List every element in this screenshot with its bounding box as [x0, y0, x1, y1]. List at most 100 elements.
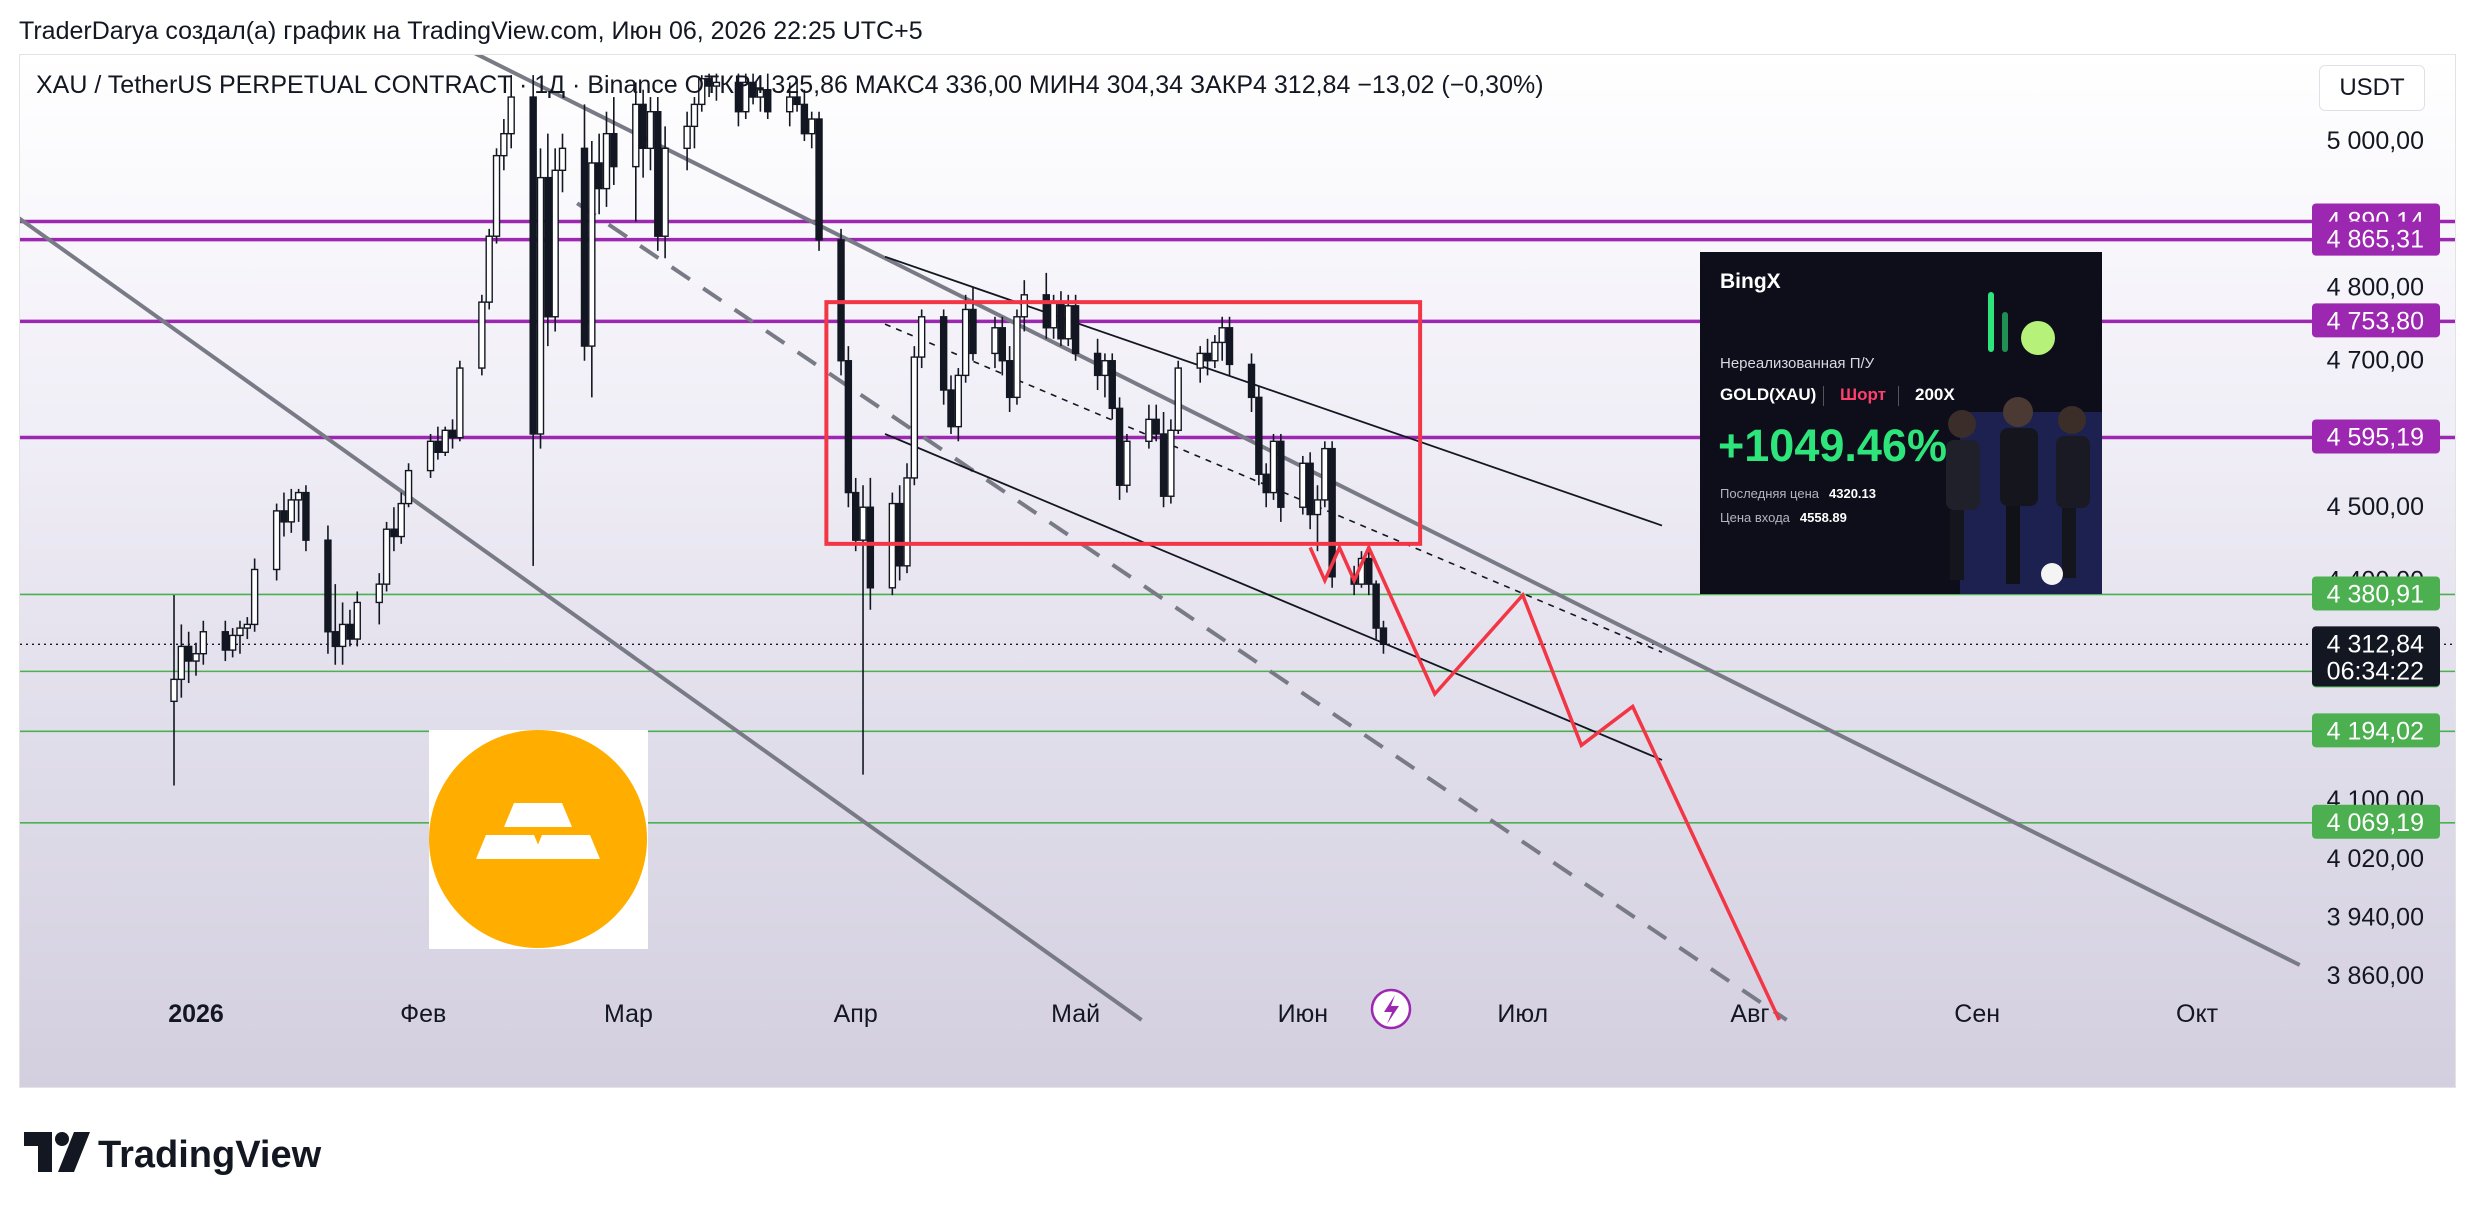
candle[interactable]	[544, 133, 552, 347]
candle[interactable]	[683, 111, 691, 171]
candle[interactable]	[895, 485, 904, 581]
candle[interactable]	[639, 89, 647, 178]
candle[interactable]	[184, 631, 193, 684]
candle[interactable]	[1372, 580, 1380, 640]
candle[interactable]	[939, 309, 948, 405]
candle[interactable]	[1255, 386, 1263, 486]
candle[interactable]	[793, 78, 801, 112]
candle[interactable]	[1071, 294, 1080, 361]
currency-selector[interactable]: USDT	[2319, 65, 2425, 111]
candle[interactable]	[1306, 452, 1314, 530]
tradingview-logo[interactable]: TradingView	[22, 1124, 342, 1185]
candle[interactable]	[800, 89, 809, 141]
candle[interactable]	[954, 368, 963, 442]
candle[interactable]	[170, 595, 178, 786]
candle[interactable]	[294, 488, 303, 522]
candle[interactable]	[1167, 419, 1175, 504]
candle[interactable]	[1218, 316, 1226, 361]
candle[interactable]	[1313, 485, 1322, 552]
candle[interactable]	[1299, 455, 1307, 515]
candle[interactable]	[1123, 433, 1131, 493]
candle[interactable]	[786, 82, 794, 127]
candle[interactable]	[1365, 543, 1373, 596]
candle[interactable]	[1020, 280, 1028, 332]
candle[interactable]	[228, 628, 237, 658]
candle[interactable]	[1225, 316, 1234, 376]
candle[interactable]	[646, 97, 655, 171]
candle[interactable]	[375, 573, 383, 625]
candle[interactable]	[1269, 433, 1278, 500]
candle[interactable]	[353, 591, 361, 647]
candle[interactable]	[844, 346, 853, 508]
symbol-legend[interactable]: XAU / TetherUS PERPETUAL CONTRACT · 1Д ·…	[36, 71, 1544, 99]
candle[interactable]	[1115, 397, 1124, 500]
candle[interactable]	[302, 485, 310, 552]
candle[interactable]	[705, 73, 713, 98]
candle[interactable]	[529, 75, 537, 566]
price-chart[interactable]: 2026 Фев Мар Апр Май Июн Июл Авг Сен Окт	[20, 55, 2455, 1087]
candle[interactable]	[272, 503, 281, 581]
candle[interactable]	[448, 419, 457, 449]
candle[interactable]	[698, 75, 706, 112]
candle[interactable]	[991, 316, 999, 369]
candle[interactable]	[558, 133, 567, 193]
candle[interactable]	[815, 111, 823, 251]
candle[interactable]	[434, 426, 442, 460]
candle[interactable]	[551, 148, 559, 332]
candle[interactable]	[595, 133, 603, 215]
candle[interactable]	[500, 119, 508, 171]
trend-line-thin[interactable]	[884, 433, 1663, 761]
candle[interactable]	[632, 82, 640, 222]
candle[interactable]	[456, 360, 464, 442]
candle[interactable]	[346, 609, 354, 647]
trend-line-solid[interactable]	[20, 203, 1143, 1022]
candle[interactable]	[441, 426, 449, 456]
candle[interactable]	[426, 433, 435, 478]
forecast-path[interactable]	[1308, 543, 1781, 1021]
candle[interactable]	[250, 558, 259, 632]
candle[interactable]	[507, 75, 515, 149]
trend-line-dashed[interactable]	[576, 201, 1788, 1022]
candle[interactable]	[287, 488, 295, 533]
candle[interactable]	[580, 104, 589, 361]
candle[interactable]	[588, 141, 596, 398]
candle[interactable]	[903, 463, 911, 574]
candle[interactable]	[397, 492, 405, 544]
candle[interactable]	[756, 75, 765, 112]
candle[interactable]	[764, 73, 772, 120]
candle[interactable]	[1145, 404, 1153, 449]
candle[interactable]	[1247, 353, 1256, 413]
candle[interactable]	[961, 294, 970, 383]
candle[interactable]	[1057, 291, 1065, 347]
candle[interactable]	[917, 309, 926, 369]
consolidation-box[interactable]	[824, 300, 1423, 546]
candle[interactable]	[1196, 346, 1204, 383]
trend-line-solid[interactable]	[416, 55, 2301, 967]
candle[interactable]	[536, 148, 545, 449]
candle[interactable]	[661, 126, 669, 259]
candle[interactable]	[690, 97, 699, 149]
candle[interactable]	[280, 492, 288, 537]
candle[interactable]	[910, 346, 919, 486]
candle[interactable]	[1159, 412, 1168, 508]
lightning-icon[interactable]	[1370, 988, 1412, 1030]
candle[interactable]	[478, 294, 486, 376]
candle[interactable]	[404, 463, 413, 508]
candle[interactable]	[236, 620, 244, 654]
candle[interactable]	[734, 73, 743, 127]
candle[interactable]	[749, 73, 757, 105]
candle[interactable]	[1152, 404, 1160, 442]
candle[interactable]	[1005, 346, 1014, 413]
candle[interactable]	[1211, 335, 1219, 369]
candle[interactable]	[969, 287, 977, 361]
candle[interactable]	[602, 111, 611, 207]
candle[interactable]	[324, 525, 332, 654]
candle[interactable]	[1042, 272, 1050, 339]
candle[interactable]	[1321, 441, 1329, 508]
candle[interactable]	[1379, 620, 1388, 654]
candle[interactable]	[1101, 353, 1109, 398]
candle[interactable]	[1093, 338, 1102, 391]
candle[interactable]	[1277, 433, 1285, 522]
candle[interactable]	[192, 642, 200, 676]
candle[interactable]	[243, 617, 252, 640]
